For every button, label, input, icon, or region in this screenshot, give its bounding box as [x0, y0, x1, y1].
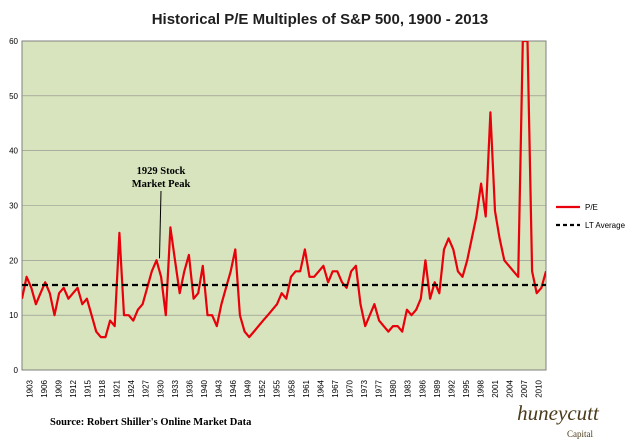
x-tick-label: 1924 — [127, 379, 136, 397]
x-tick-label: 1909 — [54, 379, 63, 397]
x-tick-label: 2001 — [491, 379, 500, 397]
x-tick-label: 1915 — [84, 379, 93, 397]
y-tick-label: 60 — [9, 37, 18, 46]
y-tick-label: 30 — [9, 202, 18, 211]
x-tick-label: 1973 — [360, 379, 369, 397]
x-tick-label: 1952 — [258, 379, 267, 397]
logo-wordmark: huneycutt — [517, 401, 600, 425]
y-axis-ticks: 0 10 20 30 40 50 60 — [9, 37, 18, 375]
annotation-line-1: 1929 Stock — [137, 166, 186, 177]
legend-label: P/E — [585, 203, 598, 212]
y-tick-label: 50 — [9, 92, 18, 101]
x-tick-label: 1998 — [477, 379, 486, 397]
x-tick-label: 2010 — [535, 379, 544, 397]
x-tick-label: 1970 — [346, 379, 355, 397]
x-tick-label: 1921 — [113, 379, 122, 397]
x-tick-label: 1992 — [447, 379, 456, 397]
x-tick-label: 1977 — [375, 379, 384, 397]
x-tick-label: 1983 — [404, 379, 413, 397]
annotation-arrow — [158, 190, 162, 259]
series-line-pe — [22, 41, 546, 339]
gridlines — [22, 95, 546, 316]
x-tick-label: 1927 — [142, 379, 151, 397]
y-tick-label: 20 — [9, 256, 18, 265]
x-tick-label: 1961 — [302, 379, 311, 397]
x-tick-label: 2004 — [506, 379, 515, 397]
y-tick-label: 10 — [9, 311, 18, 320]
series-layer — [22, 41, 546, 339]
x-tick-label: 1903 — [25, 379, 34, 397]
x-tick-label: 1964 — [316, 379, 325, 397]
x-tick-label: 1906 — [40, 379, 49, 397]
x-tick-label: 2007 — [520, 379, 529, 397]
annotation-line-2: Market Peak — [132, 179, 191, 190]
source-note: Source: Robert Shiller's Online Market D… — [50, 417, 252, 428]
x-tick-label: 1930 — [156, 379, 165, 397]
annotation-1929-peak: 1929 Stock Market Peak — [132, 166, 191, 259]
x-tick-label: 1918 — [98, 379, 107, 397]
logo-subtitle: Capital — [567, 429, 593, 439]
x-tick-label: 1958 — [287, 379, 296, 397]
chart-title: Historical P/E Multiples of S&P 500, 190… — [152, 11, 489, 28]
y-tick-label: 0 — [14, 366, 19, 375]
company-logo: huneycutt Capital — [517, 401, 600, 439]
legend-label: LT Average — [585, 221, 626, 230]
y-tick-label: 40 — [9, 147, 18, 156]
x-tick-label: 1936 — [185, 379, 194, 397]
x-tick-label: 1986 — [418, 379, 427, 397]
x-tick-label: 1940 — [200, 379, 209, 397]
x-tick-label: 1995 — [462, 379, 471, 397]
x-tick-label: 1912 — [69, 379, 78, 397]
x-tick-label: 1967 — [331, 379, 340, 397]
x-tick-label: 1955 — [273, 379, 282, 397]
x-tick-label: 1980 — [389, 379, 398, 397]
x-tick-label: 1946 — [229, 379, 238, 397]
x-tick-label: 1943 — [215, 379, 224, 397]
x-tick-label: 1949 — [244, 379, 253, 397]
x-tick-label: 1989 — [433, 379, 442, 397]
legend: P/E LT Average — [556, 203, 626, 230]
x-axis-ticks: 1903 1906 1909 1912 1915 1918 1921 1924 1927 1930… — [25, 379, 543, 397]
x-tick-label: 1933 — [171, 379, 180, 397]
